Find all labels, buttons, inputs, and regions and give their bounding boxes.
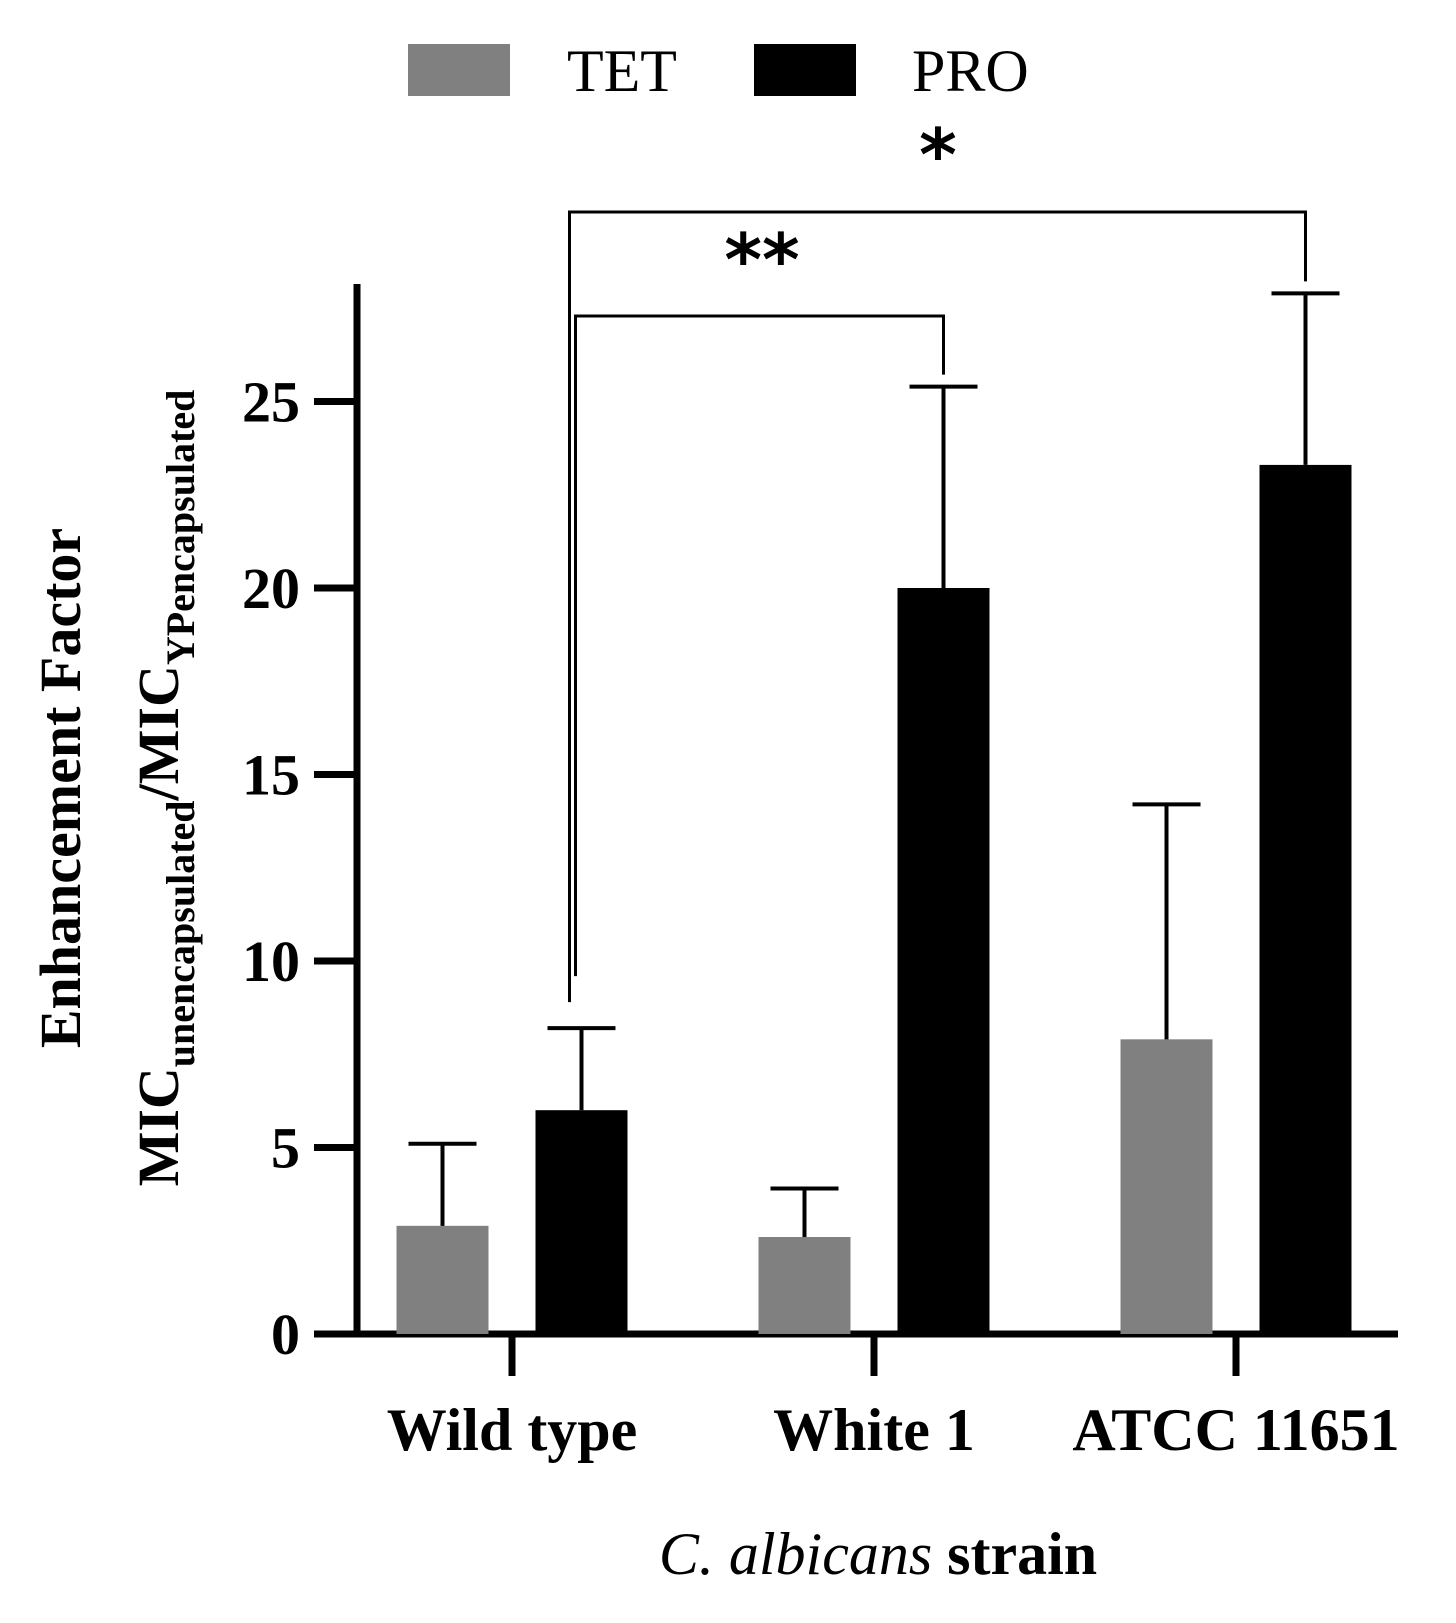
y-tick-label-25: 25 [242, 370, 300, 435]
bar-pro-2 [1259, 464, 1352, 1334]
y-axis-title-sub-2: YPencapsulated [158, 390, 203, 666]
x-tick-label-2: ATCC 11651 [1072, 1397, 1399, 1463]
y-tick-label-5: 5 [271, 1116, 300, 1181]
y-axis-title-line2: MICunencapsulated/MICYPencapsulated [126, 390, 203, 1187]
significance-brackets: *** [568, 113, 1307, 1003]
y-axis-title-slash: / [126, 783, 191, 801]
bar-pro-0 [535, 1110, 628, 1334]
x-ticks: Wild type White 1 ATCC 11651 [387, 1334, 1400, 1463]
y-axis-title-line1: Enhancement Factor [28, 528, 93, 1048]
significance-bracket-0 [574, 314, 945, 977]
bar-tet-1 [758, 1237, 851, 1334]
legend-label-tet: TET [567, 38, 677, 104]
legend-swatch-pro [754, 44, 856, 96]
x-axis-title-rest: strain [932, 1521, 1097, 1587]
significance-bracket-1 [568, 210, 1307, 1003]
y-tick-label-20: 20 [242, 556, 300, 621]
x-axis-title-italic: C. albicans [659, 1521, 932, 1587]
y-axis-title-mic-1: MIC [126, 1067, 191, 1186]
significance-label-1: * [919, 113, 957, 197]
error-bars [408, 291, 1340, 1238]
legend-swatch-tet [408, 44, 510, 96]
y-ticks: 0 5 10 15 20 25 [242, 370, 357, 1367]
bar-tet-0 [396, 1225, 489, 1334]
legend-label-pro: PRO [912, 38, 1029, 104]
y-tick-label-10: 10 [242, 929, 300, 994]
y-tick-label-0: 0 [271, 1302, 300, 1367]
y-axis-title-sub-1: unencapsulated [158, 800, 203, 1067]
bars [396, 464, 1352, 1334]
significance-label-0: ** [724, 218, 799, 302]
bar-tet-2 [1120, 1039, 1213, 1334]
x-tick-label-0: Wild type [387, 1397, 638, 1463]
y-axis-title-mic-2: MIC [126, 665, 191, 784]
x-tick-label-1: White 1 [773, 1397, 975, 1463]
legend: TET PRO [408, 38, 1029, 104]
bar-pro-1 [897, 588, 990, 1334]
x-axis-title: C. albicans strain [659, 1521, 1097, 1587]
y-tick-label-15: 15 [242, 743, 300, 808]
